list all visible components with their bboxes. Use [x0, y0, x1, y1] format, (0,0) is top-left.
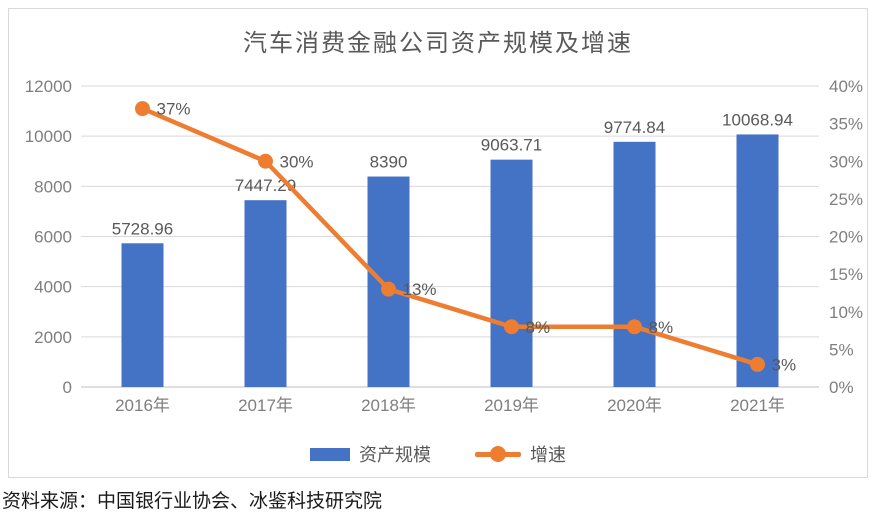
asset-bar [613, 141, 656, 387]
x-axis-category-label: 2018年 [361, 396, 416, 415]
legend-label-assets: 资产规模 [359, 445, 431, 465]
bar-value-label: 9063.71 [481, 136, 542, 155]
growth-line-marker [750, 356, 765, 372]
growth-line-marker [258, 153, 273, 169]
growth-line-marker [504, 319, 519, 335]
bar-value-label: 8390 [370, 153, 408, 172]
left-axis-tick-label: 2000 [34, 328, 72, 347]
growth-line-marker [627, 319, 642, 335]
bar-value-label: 9774.84 [604, 118, 665, 137]
line-series-swatch-icon [475, 446, 521, 462]
right-axis-tick-label: 15% [829, 265, 863, 284]
x-axis-category-label: 2020年 [607, 396, 662, 415]
right-axis-tick-label: 40% [829, 77, 863, 96]
asset-bar [490, 159, 533, 387]
chart-title: 汽车消费金融公司资产规模及增速 [243, 30, 633, 57]
x-axis-category-label: 2019年 [484, 396, 539, 415]
x-axis-category-label: 2016年 [115, 396, 170, 415]
bar-value-label: 10068.94 [722, 110, 793, 129]
left-axis-tick-label: 0 [63, 378, 72, 397]
growth-line [141, 106, 759, 367]
growth-value-label: 3% [772, 355, 797, 374]
asset-bar [121, 243, 164, 387]
growth-value-label: 13% [403, 280, 437, 299]
growth-value-label: 8% [526, 318, 551, 337]
legend-item-assets: 资产规模 [310, 441, 431, 467]
x-axis-category-label: 2021年 [730, 396, 785, 415]
right-axis-tick-label: 0% [829, 378, 854, 397]
right-axis-tick-label: 10% [829, 303, 863, 322]
chart-frame: 汽车消费金融公司资产规模及增速 12000 10000 8000 6000 4000 20… [8, 8, 868, 478]
left-axis-tick-label: 10000 [25, 127, 72, 146]
chart-canvas: 12000 10000 8000 6000 4000 2000 0 40% 35% 30% 25% 2… [25, 77, 863, 415]
bar-value-label: 5728.96 [112, 219, 173, 238]
left-axis-tick-label: 6000 [34, 228, 72, 247]
growth-value-label: 30% [280, 152, 314, 171]
legend-label-growth: 增速 [530, 445, 566, 465]
legend-item-growth: 增速 [475, 441, 566, 467]
growth-line-marker [381, 281, 396, 297]
left-axis-tick-label: 8000 [34, 177, 72, 196]
right-axis-tick-label: 5% [829, 340, 854, 359]
growth-value-label: 37% [157, 100, 191, 119]
chart-legend: 资产规模 增速 [9, 441, 867, 467]
growth-value-label: 8% [649, 318, 674, 337]
line-swatch-dot [490, 446, 506, 462]
right-axis-tick-label: 20% [829, 228, 863, 247]
source-note: 资料来源：中国银行业协会、冰鉴科技研究院 [2, 491, 383, 512]
x-axis-category-label: 2017年 [238, 396, 293, 415]
right-axis-tick-label: 30% [829, 152, 863, 171]
asset-bar [736, 134, 779, 387]
left-axis-tick-label: 4000 [34, 278, 72, 297]
bar-series-swatch-icon [310, 447, 350, 461]
bar-value-label: 7447.29 [235, 176, 296, 195]
right-axis-tick-label: 35% [829, 115, 863, 134]
asset-bar [244, 200, 287, 387]
right-axis-tick-label: 25% [829, 190, 863, 209]
left-axis-tick-label: 12000 [25, 77, 72, 96]
growth-line-marker [135, 101, 150, 117]
